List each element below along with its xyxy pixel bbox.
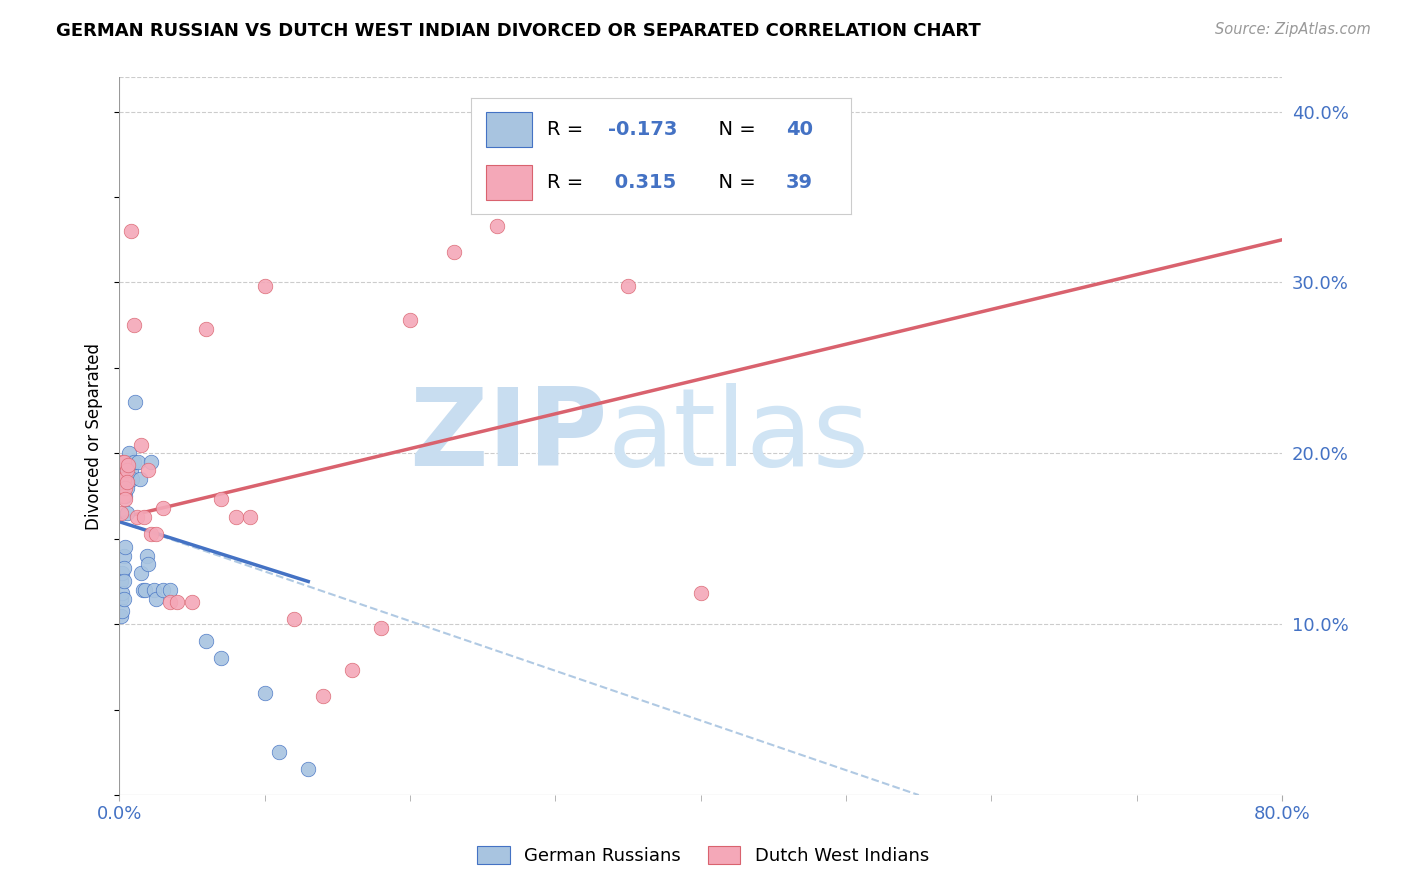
Point: [181, 595, 204, 609]
Point: [112, 574, 135, 589]
Point: [125, 509, 148, 524]
Point: [544, 194, 567, 208]
Point: [239, 509, 262, 524]
Point: [145, 591, 167, 606]
Point: [115, 463, 138, 477]
Point: [297, 763, 319, 777]
Point: [209, 651, 232, 665]
Point: [269, 745, 291, 759]
Text: atlas: atlas: [607, 384, 870, 489]
Point: [443, 244, 465, 259]
Point: [253, 279, 276, 293]
Point: [689, 586, 711, 600]
Point: [111, 603, 134, 617]
Text: 40: 40: [786, 120, 813, 139]
Point: [114, 492, 136, 507]
Point: [112, 489, 135, 503]
Legend: German Russians, Dutch West Indians: German Russians, Dutch West Indians: [468, 837, 938, 874]
Point: [112, 591, 135, 606]
Point: [399, 313, 422, 327]
Point: [152, 501, 174, 516]
Point: [115, 475, 138, 490]
Point: [110, 506, 132, 520]
Text: 39: 39: [786, 173, 813, 193]
Point: [120, 463, 142, 477]
Point: [122, 318, 145, 333]
Point: [283, 612, 305, 626]
Point: [110, 591, 132, 606]
Point: [112, 561, 135, 575]
Point: [114, 472, 136, 486]
Point: [370, 621, 392, 635]
Point: [111, 586, 134, 600]
Point: [486, 219, 509, 233]
Text: -0.173: -0.173: [607, 120, 678, 139]
Point: [145, 526, 167, 541]
Point: [135, 549, 157, 563]
Point: [112, 549, 135, 563]
Point: [112, 472, 135, 486]
Point: [159, 595, 181, 609]
Point: [110, 574, 132, 589]
Point: [110, 472, 132, 486]
Text: Source: ZipAtlas.com: Source: ZipAtlas.com: [1215, 22, 1371, 37]
Point: [253, 685, 276, 699]
Point: [134, 582, 156, 597]
Point: [114, 541, 136, 555]
Point: [115, 463, 138, 477]
Point: [111, 566, 134, 580]
Text: N =: N =: [706, 173, 762, 193]
Point: [121, 472, 143, 486]
Text: N =: N =: [706, 120, 762, 139]
Point: [141, 455, 163, 469]
Point: [195, 634, 218, 648]
Point: [132, 509, 155, 524]
Point: [117, 455, 139, 469]
Text: R =: R =: [547, 120, 589, 139]
Text: ZIP: ZIP: [409, 384, 607, 489]
Point: [117, 458, 139, 473]
Point: [129, 566, 152, 580]
Text: R =: R =: [547, 173, 589, 193]
Point: [143, 582, 166, 597]
Point: [122, 455, 145, 469]
Point: [138, 463, 160, 477]
Point: [111, 489, 134, 503]
Point: [312, 689, 335, 703]
Point: [118, 446, 141, 460]
Point: [152, 582, 174, 597]
Point: [115, 506, 138, 520]
Text: 0.315: 0.315: [607, 173, 676, 193]
FancyBboxPatch shape: [486, 112, 531, 147]
Point: [111, 455, 134, 469]
Point: [128, 472, 150, 486]
Point: [110, 608, 132, 623]
Point: [225, 509, 247, 524]
Point: [115, 481, 138, 495]
Text: GERMAN RUSSIAN VS DUTCH WEST INDIAN DIVORCED OR SEPARATED CORRELATION CHART: GERMAN RUSSIAN VS DUTCH WEST INDIAN DIVO…: [56, 22, 981, 40]
Point: [112, 455, 135, 469]
Point: [131, 582, 153, 597]
Y-axis label: Divorced or Separated: Divorced or Separated: [86, 343, 103, 530]
Point: [195, 321, 218, 335]
Point: [166, 595, 188, 609]
Point: [209, 492, 232, 507]
Point: [120, 224, 142, 238]
Point: [124, 395, 146, 409]
Point: [617, 279, 640, 293]
Point: [340, 663, 363, 677]
Point: [129, 438, 152, 452]
Point: [114, 489, 136, 503]
Point: [117, 472, 139, 486]
FancyBboxPatch shape: [486, 165, 531, 200]
Point: [138, 558, 160, 572]
Point: [159, 582, 181, 597]
Point: [114, 481, 136, 495]
Point: [141, 526, 163, 541]
Point: [127, 455, 149, 469]
